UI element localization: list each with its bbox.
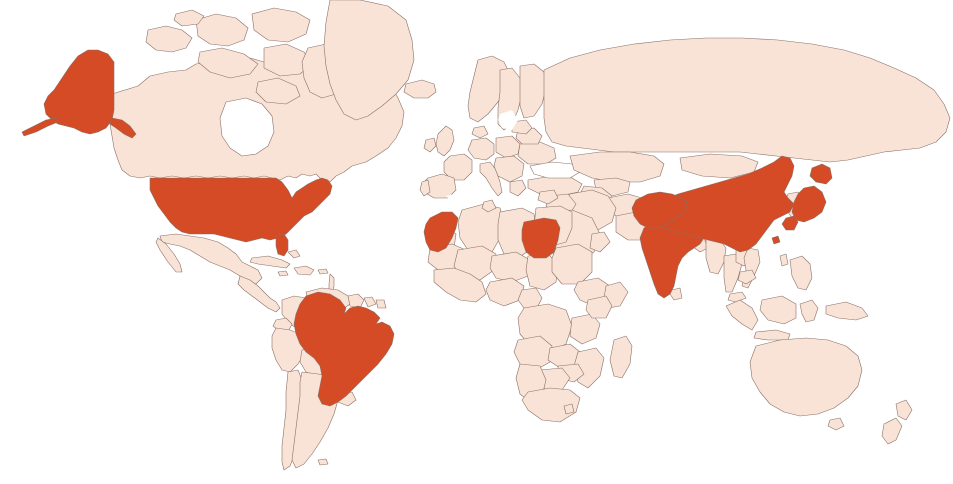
country-poland[interactable] — [495, 135, 521, 159]
country-egypt-highlight[interactable] — [521, 217, 561, 259]
country-new-zealand-south[interactable] — [881, 417, 903, 445]
country-kenya[interactable] — [585, 295, 613, 319]
country-germany[interactable] — [467, 137, 495, 161]
country-syria[interactable] — [537, 189, 559, 205]
highlighted-countries-layer — [21, 49, 833, 407]
country-portugal[interactable] — [419, 179, 431, 197]
country-south-africa[interactable] — [521, 387, 581, 423]
country-new-zealand-north[interactable] — [895, 399, 913, 421]
country-mexico[interactable] — [159, 233, 263, 285]
country-russia[interactable] — [543, 37, 951, 163]
country-united-states-alaska-panhandle[interactable] — [109, 117, 137, 139]
country-oman[interactable] — [589, 231, 611, 253]
country-norway[interactable] — [467, 55, 511, 123]
sea-baltic — [498, 110, 518, 130]
country-chad[interactable] — [525, 253, 559, 291]
country-taiwan[interactable] — [779, 253, 789, 267]
country-malaysia[interactable] — [727, 291, 747, 303]
country-canada-arctic-1[interactable] — [145, 25, 193, 53]
country-canada-arctic-3[interactable] — [251, 7, 311, 43]
country-iceland[interactable] — [403, 79, 437, 99]
country-japan-hokkaido[interactable] — [809, 163, 833, 185]
country-canada-arctic-4[interactable] — [197, 47, 259, 79]
country-china[interactable] — [649, 155, 795, 253]
country-tunisia[interactable] — [481, 199, 497, 213]
country-japan-ryukyu[interactable] — [771, 235, 781, 245]
country-indonesia-sumatra[interactable] — [725, 299, 759, 331]
country-japan-kyushu-shikoku[interactable] — [781, 215, 799, 231]
country-cuba[interactable] — [249, 255, 291, 269]
country-indonesia-sulawesi[interactable] — [799, 299, 819, 323]
country-papua-new-guinea[interactable] — [825, 301, 869, 321]
country-baltics[interactable] — [511, 119, 533, 135]
country-denmark[interactable] — [471, 125, 489, 139]
country-canada-arctic-2[interactable] — [195, 13, 249, 47]
hudson-bay — [219, 97, 275, 157]
country-canada-arctic-7[interactable] — [173, 9, 205, 27]
country-philippines[interactable] — [789, 255, 813, 291]
country-tasmania[interactable] — [827, 417, 845, 431]
country-guyana[interactable] — [347, 293, 365, 309]
sea-mediterranean — [446, 190, 552, 214]
country-greenland[interactable] — [323, 0, 415, 121]
country-cambodia[interactable] — [737, 269, 757, 285]
country-mali[interactable] — [453, 245, 497, 281]
country-nigeria[interactable] — [485, 277, 525, 307]
country-puerto-rico[interactable] — [317, 268, 329, 275]
country-baja-california[interactable] — [155, 237, 183, 273]
country-brazil[interactable] — [293, 291, 395, 407]
country-bahamas[interactable] — [287, 249, 301, 259]
country-italy[interactable] — [479, 161, 503, 197]
sea-black — [529, 161, 581, 179]
country-united-kingdom[interactable] — [435, 125, 455, 157]
country-greece[interactable] — [509, 179, 527, 197]
country-ukraine[interactable] — [517, 141, 557, 165]
country-united-states[interactable] — [149, 177, 333, 243]
country-australia[interactable] — [749, 337, 863, 417]
country-french-guiana[interactable] — [375, 299, 387, 309]
country-ireland[interactable] — [423, 137, 437, 153]
country-united-states-aleutians[interactable] — [21, 117, 59, 137]
country-china-west[interactable] — [631, 191, 689, 229]
country-morocco[interactable] — [423, 211, 459, 253]
country-lesotho[interactable] — [563, 403, 575, 415]
country-balkans[interactable] — [493, 155, 525, 183]
country-falkland-islands[interactable] — [317, 458, 329, 466]
country-hispaniola[interactable] — [293, 265, 315, 276]
country-finland[interactable] — [519, 63, 547, 119]
country-kazakhstan[interactable] — [569, 151, 665, 183]
country-niger[interactable] — [489, 251, 531, 283]
country-united-states-florida[interactable] — [275, 233, 289, 257]
country-indonesia-borneo[interactable] — [759, 295, 797, 325]
country-angola[interactable] — [513, 335, 553, 371]
country-canada-arctic-6[interactable] — [255, 77, 301, 105]
country-suriname[interactable] — [363, 296, 377, 308]
country-west-africa-coast[interactable] — [433, 267, 487, 303]
region-central-america[interactable] — [237, 275, 281, 313]
country-france[interactable] — [443, 153, 473, 181]
country-madagascar[interactable] — [609, 335, 633, 379]
country-jamaica[interactable] — [277, 270, 289, 277]
country-japan-honshu[interactable] — [791, 185, 827, 223]
country-sudan[interactable] — [551, 243, 593, 285]
